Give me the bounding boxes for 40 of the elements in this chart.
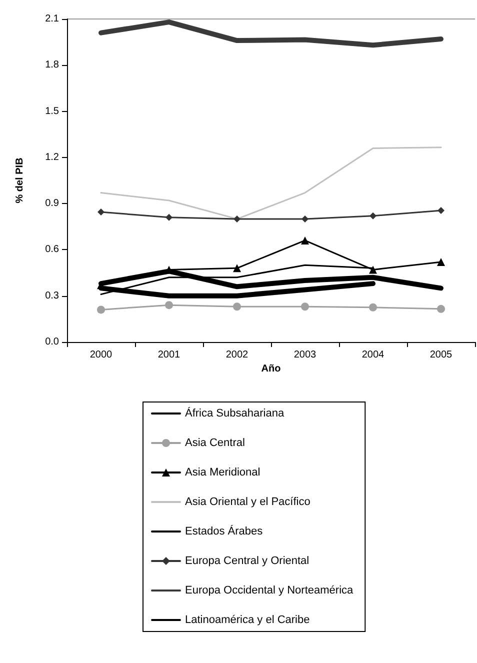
point bbox=[370, 212, 376, 220]
legend-label: Asia Central bbox=[185, 437, 245, 449]
point bbox=[369, 303, 377, 312]
legend-label: Asia Meridional bbox=[185, 466, 260, 478]
point bbox=[437, 304, 445, 313]
point bbox=[233, 264, 241, 272]
point bbox=[301, 302, 309, 311]
point bbox=[301, 236, 309, 244]
legend-label: Latinoamérica y el Caribe bbox=[185, 614, 310, 626]
point bbox=[166, 214, 172, 221]
y-tick-label: 2.1 bbox=[45, 14, 60, 24]
legend-label: Estados Árabes bbox=[185, 524, 264, 538]
x-tick-label: 2001 bbox=[158, 350, 181, 360]
y-tick-label: 1.8 bbox=[45, 60, 60, 71]
point bbox=[97, 306, 105, 314]
point bbox=[438, 206, 444, 214]
x-tick-label: 2003 bbox=[294, 350, 317, 360]
legend-label: Europa Central y Oriental bbox=[185, 555, 310, 567]
x-tick-label: 2005 bbox=[430, 350, 453, 360]
x-tick-label: 2002 bbox=[226, 350, 249, 360]
point bbox=[233, 302, 241, 311]
y-tick-label: 0.3 bbox=[45, 290, 60, 302]
point bbox=[234, 215, 240, 222]
y-tick-label: 1.5 bbox=[45, 106, 60, 117]
legend-label: Asia Oriental y el Pacífico bbox=[185, 496, 310, 508]
point bbox=[302, 215, 308, 222]
y-tick-label: 0.6 bbox=[45, 244, 60, 256]
point bbox=[165, 301, 173, 310]
point bbox=[437, 258, 445, 266]
x-axis-title: Año bbox=[261, 364, 281, 374]
x-tick-label: 2000 bbox=[90, 350, 113, 360]
y-axis-title: % del PIB bbox=[14, 158, 26, 204]
point bbox=[98, 208, 104, 216]
y-tick-label: 0.0 bbox=[45, 336, 60, 348]
legend-label: Europa Occidental y Norteamérica bbox=[185, 584, 354, 596]
legend-label: África Subsahariana bbox=[185, 406, 285, 420]
y-tick-label: 1.2 bbox=[45, 152, 60, 163]
y-tick-label: 0.9 bbox=[45, 198, 60, 210]
x-tick-label: 2004 bbox=[362, 350, 385, 360]
point bbox=[369, 266, 377, 274]
